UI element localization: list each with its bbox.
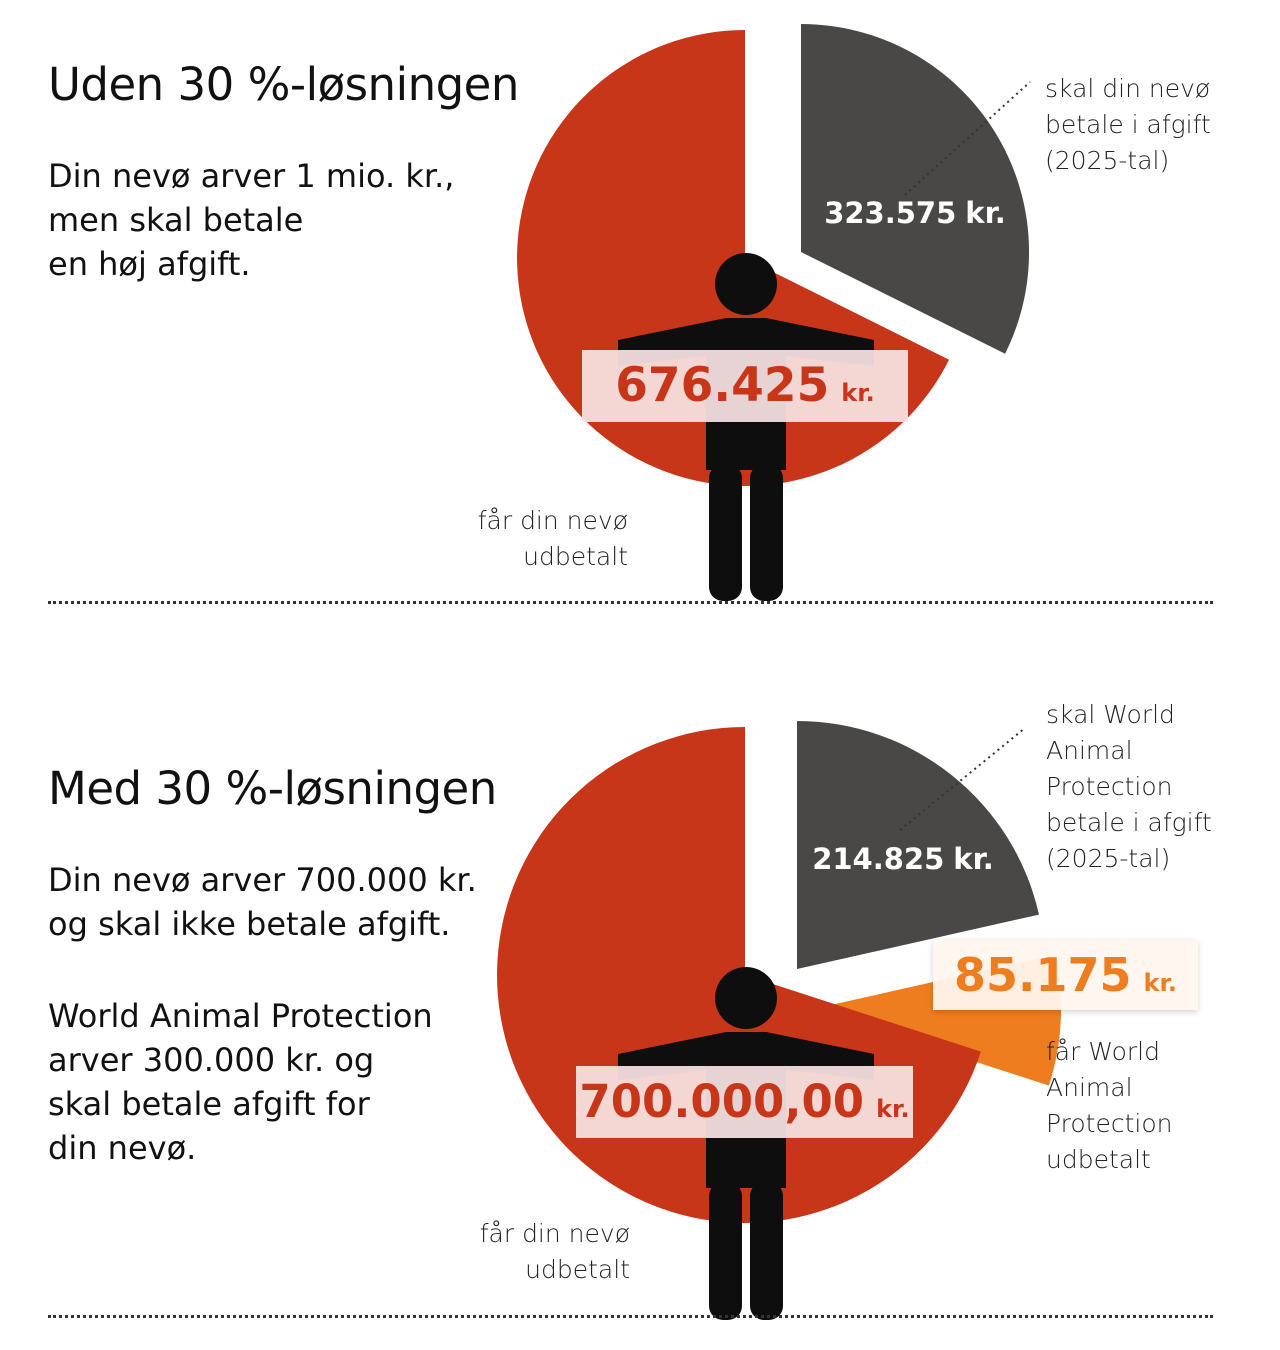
tax-value-1: 323.575 [824, 196, 957, 230]
annotation-line: Protection [1046, 772, 1173, 801]
tax-annotation-1: skal din nevø betale i afgift (2025-tal) [1045, 71, 1211, 179]
section2-text-line: World Animal Protection [48, 997, 433, 1035]
annotation-line: udbetalt [523, 542, 628, 571]
nephew-annotation-1: får din nevø udbetalt [440, 503, 628, 575]
section1-title: Uden 30 %-løsningen [48, 58, 519, 111]
leader-line [904, 81, 1031, 196]
annotation-line: udbetalt [1046, 1145, 1151, 1174]
pie-slice [801, 23, 1030, 354]
section1-text-line: en høj afgift. [48, 245, 251, 283]
section2-text-line: skal betale afgift for [48, 1085, 370, 1123]
person-leg [709, 464, 742, 601]
tax-annotation-2: skal World Animal Protection betale i af… [1046, 697, 1212, 877]
person-head [715, 253, 777, 315]
annotation-line: får din nevø [477, 506, 628, 535]
wap-value: 85.175 [953, 948, 1132, 1002]
dotted-separator [48, 1315, 1213, 1318]
annotation-line: Animal [1046, 1073, 1133, 1102]
annotation-line: Protection [1046, 1109, 1173, 1138]
tax-value-2: 214.825 [812, 842, 945, 876]
section2-text-line: og skal ikke betale afgift. [48, 905, 451, 943]
annotation-line: (2025-tal) [1046, 844, 1171, 873]
wap-unit: kr. [1143, 969, 1178, 997]
person-head [715, 967, 777, 1029]
tax-unit-1: kr. [965, 196, 1006, 230]
annotation-line: udbetalt [525, 1255, 630, 1284]
nephew-value-label-2: 700.000,00 kr. [576, 1066, 913, 1138]
annotation-line: Animal [1046, 736, 1133, 765]
nephew-value-label-1: 676.425 kr. [582, 350, 908, 422]
section1-text-line: Din nevø arver 1 mio. kr., [48, 157, 455, 195]
tax-value-label-1: 323.575 kr. [820, 196, 1010, 240]
wap-annotation: får World Animal Protection udbetalt [1046, 1034, 1172, 1178]
section2-text-line: Din nevø arver 700.000 kr. [48, 861, 477, 899]
section2-text-line: arver 300.000 kr. og [48, 1041, 375, 1079]
annotation-line: får World [1046, 1037, 1160, 1066]
section2-text: Din nevø arver 700.000 kr. og skal ikke … [48, 858, 477, 946]
nephew-unit-1: kr. [841, 379, 875, 407]
annotation-line: skal World [1046, 700, 1175, 729]
annotation-line: betale i afgift [1046, 808, 1212, 837]
section2-title: Med 30 %-løsningen [48, 762, 497, 815]
annotation-line: skal din nevø [1045, 74, 1211, 103]
nephew-unit-2: kr. [876, 1095, 910, 1123]
dotted-separator [48, 601, 1213, 604]
tax-unit-2: kr. [953, 842, 994, 876]
person-leg [709, 1182, 742, 1320]
nephew-value-2: 700.000,00 [579, 1075, 865, 1128]
section2-text-line: din nevø. [48, 1129, 197, 1167]
pie-slice [797, 720, 1039, 969]
section2-text-wap: World Animal Protection arver 300.000 kr… [48, 994, 433, 1170]
person-leg [750, 464, 783, 601]
wap-value-label: 85.175 kr. [933, 940, 1198, 1010]
nephew-value-1: 676.425 [615, 358, 830, 413]
annotation-line: får din nevø [479, 1219, 630, 1248]
section1-text: Din nevø arver 1 mio. kr., men skal beta… [48, 154, 454, 286]
tax-value-label-2: 214.825 kr. [808, 842, 998, 886]
annotation-line: betale i afgift [1045, 110, 1211, 139]
section1-text-line: men skal betale [48, 201, 304, 239]
person-leg [750, 1182, 783, 1320]
annotation-line: (2025-tal) [1045, 146, 1170, 175]
nephew-annotation-2: får din nevø udbetalt [442, 1216, 630, 1288]
